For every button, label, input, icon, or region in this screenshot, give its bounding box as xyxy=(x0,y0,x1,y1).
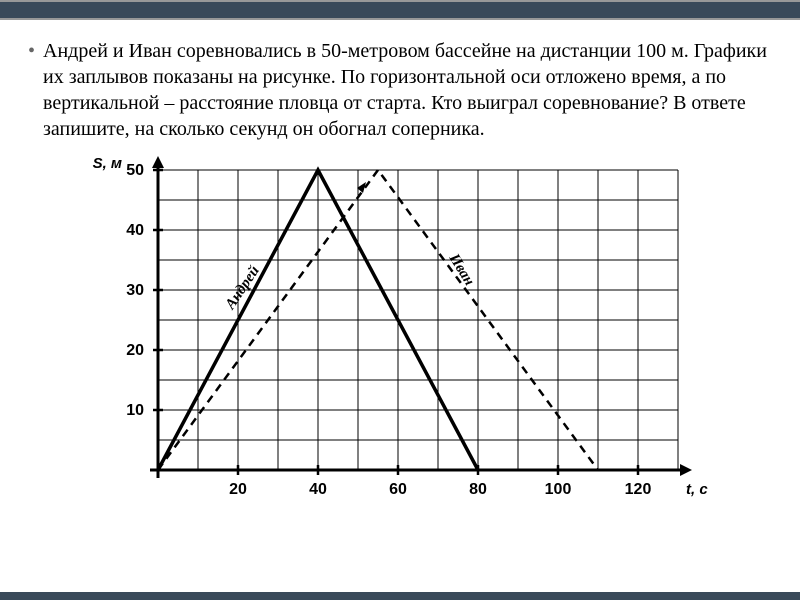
svg-text:60: 60 xyxy=(389,481,407,498)
slide: • Андрей и Иван соревновались в 50-метро… xyxy=(0,0,800,600)
svg-text:10: 10 xyxy=(126,402,144,419)
svg-text:20: 20 xyxy=(229,481,247,498)
svg-text:50: 50 xyxy=(126,162,144,179)
svg-text:t, с: t, с xyxy=(686,481,708,498)
problem-body: Андрей и Иван соревновались в 50-метрово… xyxy=(43,38,772,142)
problem-text: • Андрей и Иван соревновались в 50-метро… xyxy=(28,38,772,142)
svg-text:30: 30 xyxy=(126,282,144,299)
svg-text:80: 80 xyxy=(469,481,487,498)
content-area: • Андрей и Иван соревновались в 50-метро… xyxy=(0,20,800,540)
svg-text:100: 100 xyxy=(545,481,572,498)
svg-text:120: 120 xyxy=(625,481,652,498)
svg-text:20: 20 xyxy=(126,342,144,359)
svg-text:S, м: S, м xyxy=(93,155,122,172)
svg-text:40: 40 xyxy=(126,222,144,239)
svg-text:40: 40 xyxy=(309,481,327,498)
chart: 102030405020406080100120S, мt, сАндрейИв… xyxy=(78,150,718,530)
bullet-icon: • xyxy=(28,38,35,142)
chart-svg: 102030405020406080100120S, мt, сАндрейИв… xyxy=(78,150,718,530)
